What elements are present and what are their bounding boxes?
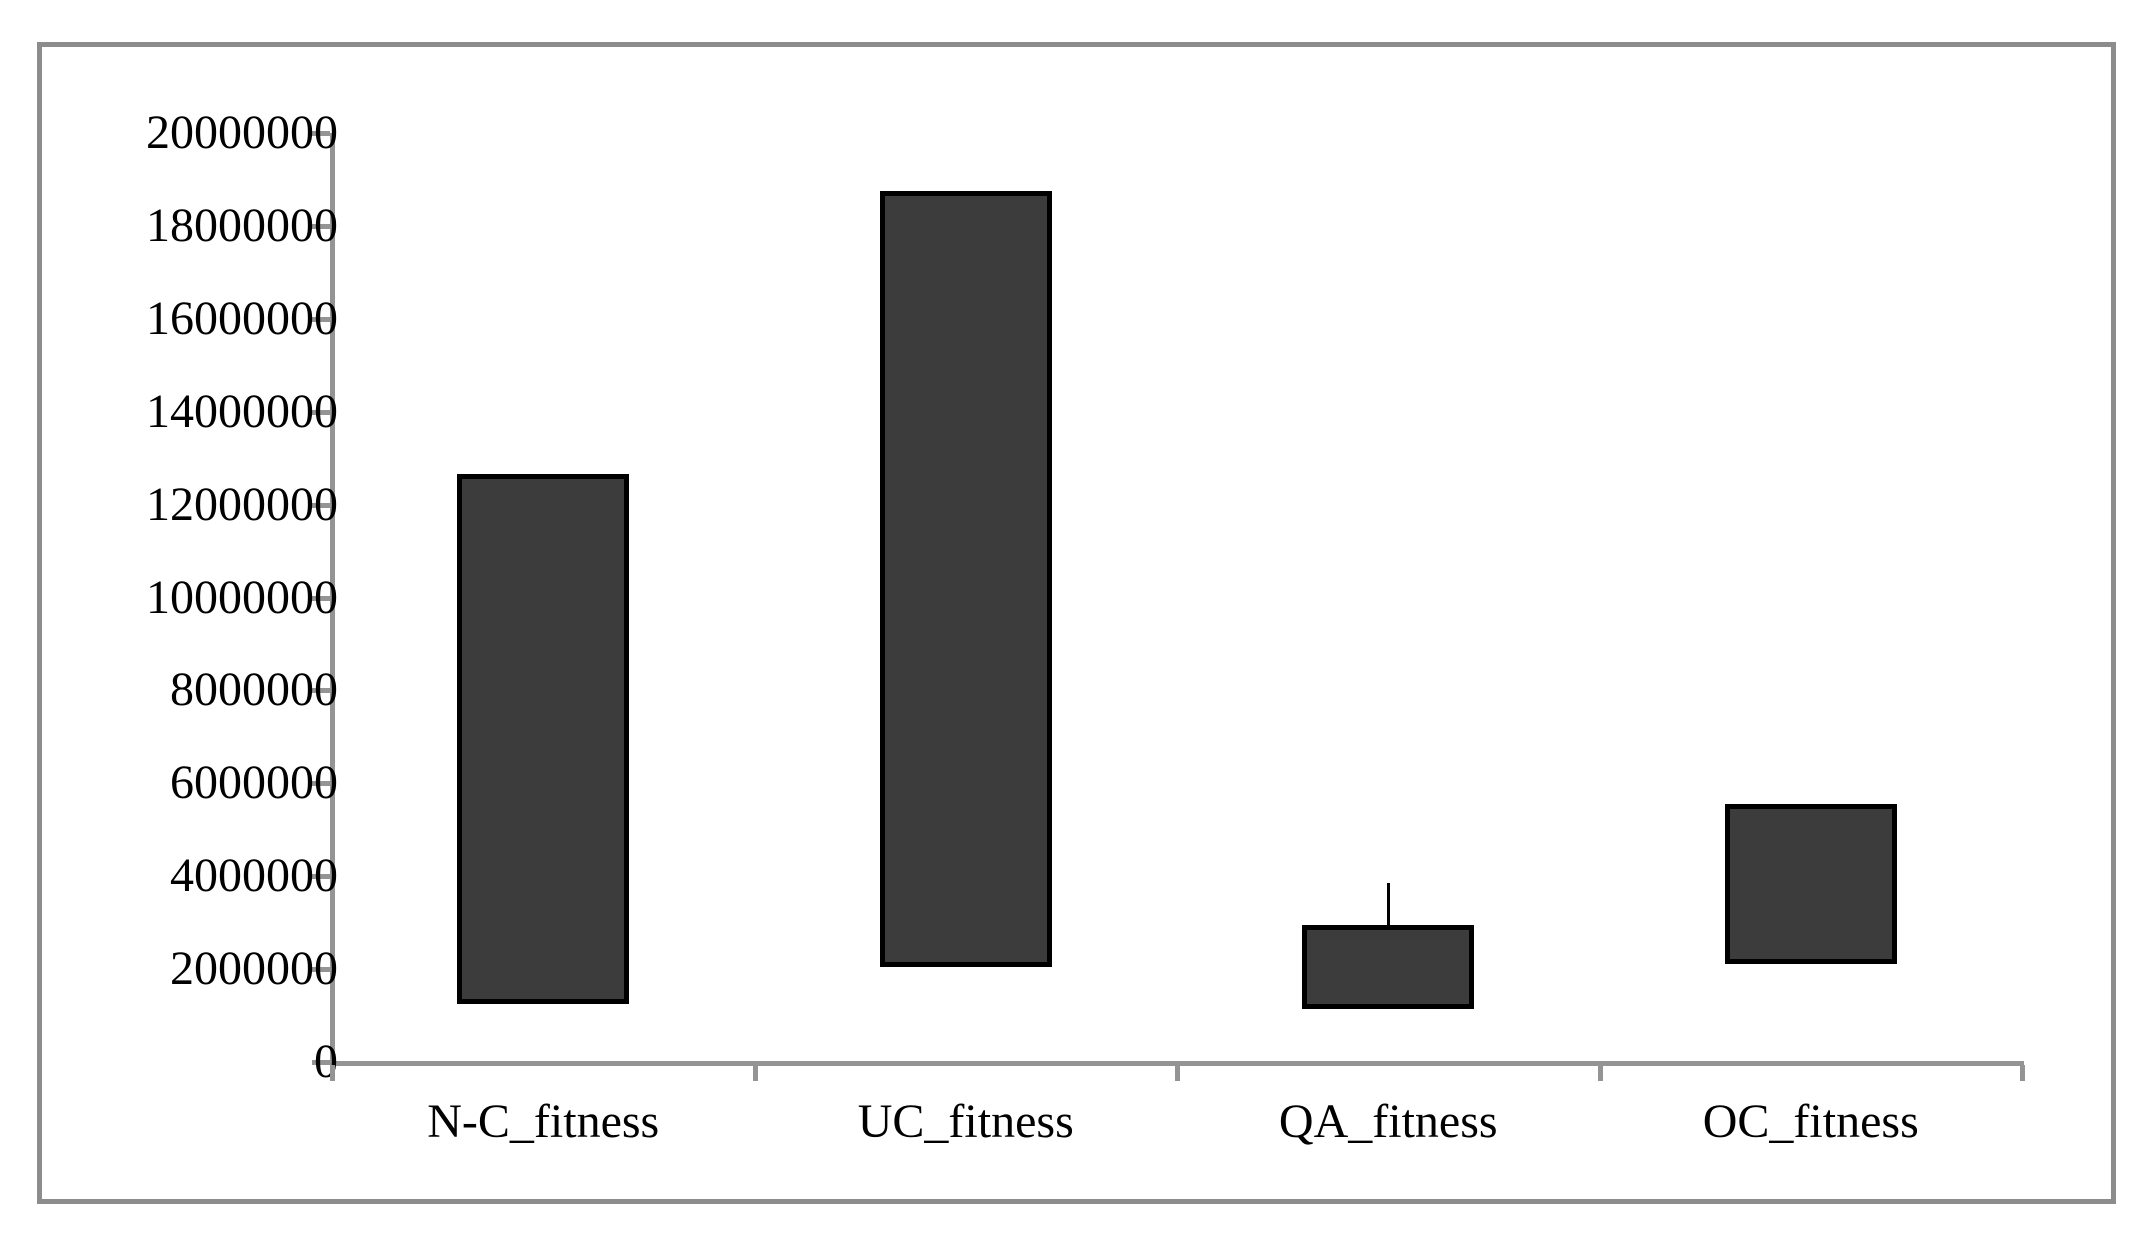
range-bar: [457, 474, 630, 1004]
y-axis-tick: [312, 688, 330, 694]
x-axis-tick: [752, 1065, 758, 1081]
y-axis-tick: [312, 223, 330, 229]
y-tick-label: 4000000: [170, 849, 338, 903]
y-axis-tick: [312, 874, 330, 880]
figure-border: 0 2000000 4000000 6000000 8000000 10000000 120…: [37, 42, 2116, 1204]
range-bar: [1724, 804, 1897, 965]
x-category-label: QA_fitness: [1278, 1095, 1498, 1148]
y-axis-tick: [312, 1060, 330, 1065]
y-axis-tick: [312, 967, 330, 973]
y-tick-label: 16000000: [146, 291, 338, 345]
y-axis-tick: [312, 781, 330, 787]
y-axis-tick: [312, 131, 330, 136]
range-bar: [879, 191, 1052, 967]
y-tick-label: 20000000: [146, 106, 338, 159]
y-axis-tick: [312, 595, 330, 601]
x-axis-tick: [1597, 1065, 1603, 1081]
x-category-label: N-C_fitness: [427, 1095, 660, 1148]
x-category-label: UC_fitness: [857, 1095, 1074, 1148]
y-axis-tick: [312, 502, 330, 508]
error-bar-line: [1386, 883, 1390, 925]
y-tick-label: 8000000: [170, 663, 338, 717]
y-axis-line: [330, 133, 335, 1066]
x-axis-tick: [2020, 1065, 2025, 1081]
range-bar: [1302, 924, 1475, 1009]
y-tick-label: 10000000: [146, 570, 338, 624]
y-tick-label: 14000000: [146, 384, 338, 438]
bar-chart-plot-area: 0 2000000 4000000 6000000 8000000 10000000 120…: [42, 47, 2111, 1199]
y-tick-label: 18000000: [146, 198, 338, 252]
y-tick-label: 0: [314, 1035, 338, 1088]
y-tick-label: 6000000: [170, 756, 338, 810]
x-axis-tick: [1175, 1065, 1180, 1081]
x-category-label: OC_fitness: [1702, 1095, 1919, 1148]
y-axis-tick: [312, 409, 330, 415]
y-axis-tick: [312, 316, 330, 322]
x-axis-line: [330, 1061, 2024, 1066]
y-tick-label: 12000000: [146, 477, 338, 531]
x-axis-tick: [330, 1065, 335, 1081]
y-tick-label: 2000000: [170, 942, 338, 996]
